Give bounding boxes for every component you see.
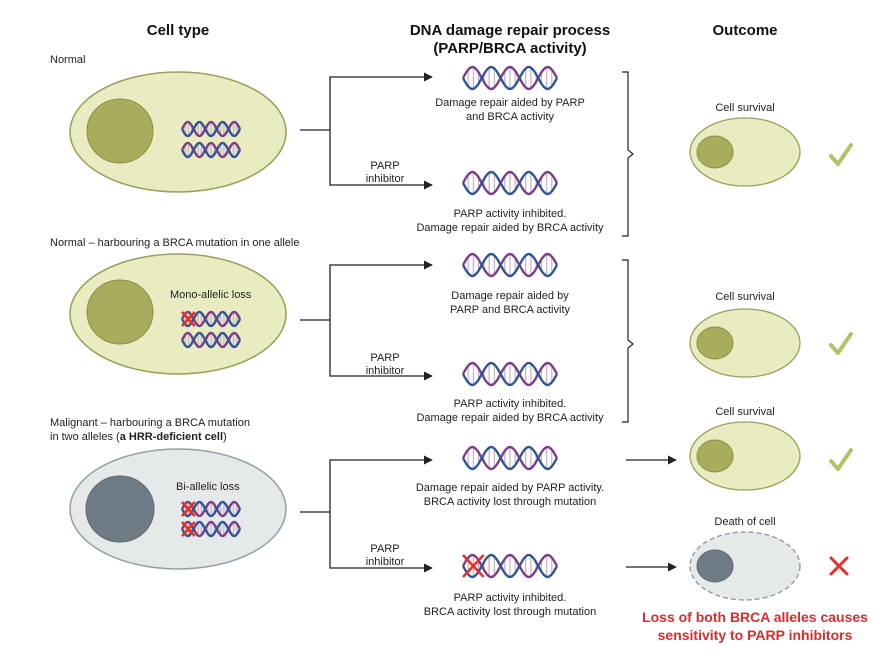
- dna-icon: [461, 361, 559, 387]
- caption-line: BRCA activity lost through mutation: [423, 606, 597, 618]
- dna-strand: [180, 141, 242, 159]
- outcome-cell-2: [689, 308, 801, 378]
- branch-lines: [300, 72, 677, 573]
- cell-mono-text: Mono-allelic loss: [170, 289, 252, 301]
- outcome-cell-3: [689, 421, 801, 491]
- dna-strand: [461, 361, 559, 387]
- caption-normal-top: Damage repair aided by PARP and BRCA act…: [400, 96, 620, 124]
- parp-line: inhibitor: [365, 365, 405, 377]
- cell-normal: [69, 71, 287, 193]
- dna-icon: [180, 310, 242, 328]
- dna-strand: [461, 252, 559, 278]
- dna-icon: [461, 445, 559, 471]
- dna-strand: [461, 170, 559, 196]
- mutation-mark: [181, 311, 196, 327]
- brackets: [622, 71, 634, 423]
- dna-strand: [461, 65, 559, 91]
- row-label-malignant: Malignant – harbouring a BRCA mutation i…: [50, 416, 250, 444]
- parp-line: inhibitor: [365, 556, 405, 568]
- caption-line: PARP activity inhibited.: [453, 398, 567, 410]
- label-pre: in two alleles (: [50, 431, 120, 443]
- parp-line: PARP: [370, 543, 400, 555]
- caption-malignant-bottom: PARP activity inhibited. BRCA activity l…: [400, 591, 620, 619]
- outcome-cell-dead: [689, 531, 801, 601]
- sensitivity-note: Loss of both BRCA alleles causes sensiti…: [630, 608, 880, 644]
- header-process: DNA damage repair process (PARP/BRCA act…: [395, 22, 625, 58]
- dna-icon: [180, 120, 242, 138]
- dna-icon: [180, 141, 242, 159]
- dna-strand: [180, 331, 242, 349]
- dna-strand: [461, 445, 559, 471]
- cell-mono: [69, 253, 287, 375]
- parp-label-3: PARP inhibitor: [363, 543, 407, 569]
- label-post: ): [223, 431, 227, 443]
- cell-malignant-text: Bi-allelic loss: [176, 481, 240, 493]
- check-icon: [829, 448, 853, 471]
- dna-strand: [461, 170, 559, 196]
- dna-strand: [461, 252, 559, 278]
- dna-strand: [180, 141, 242, 159]
- caption-mono-top: Damage repair aided by PARP and BRCA act…: [400, 289, 620, 317]
- row-label-malignant-line2: in two alleles (a HRR-deficient cell): [50, 430, 250, 444]
- caption-line: PARP activity inhibited.: [453, 592, 567, 604]
- caption-line: Damage repair aided by PARP: [435, 97, 585, 109]
- dna-icon: [461, 252, 559, 278]
- dna-icon: [461, 65, 559, 91]
- dna-strand: [180, 120, 242, 138]
- dna-strand: [461, 361, 559, 387]
- dna-icon: [461, 170, 559, 196]
- mutation-mark: [181, 501, 196, 517]
- dna-icon: [180, 520, 242, 538]
- note-line: Loss of both BRCA alleles causes: [642, 609, 868, 625]
- mutation-mark: [181, 521, 196, 537]
- label-bold: a HRR-deficient cell: [119, 431, 224, 443]
- dna-icon: [461, 553, 559, 579]
- header-process-line2: (PARP/BRCA activity): [433, 40, 587, 57]
- outcome-cell-1: [689, 117, 801, 187]
- caption-line: Damage repair aided by BRCA activity: [416, 222, 604, 234]
- dna-strand: [180, 331, 242, 349]
- caption-line: Damage repair aided by PARP activity.: [415, 482, 605, 494]
- parp-line: PARP: [370, 352, 400, 364]
- parp-line: PARP: [370, 160, 400, 172]
- note-line: sensitivity to PARP inhibitors: [657, 627, 853, 643]
- parp-line: inhibitor: [365, 173, 405, 185]
- outcome-label-3: Cell survival: [715, 406, 775, 418]
- header-outcome: Outcome: [712, 22, 778, 39]
- check-icon: [829, 332, 853, 355]
- caption-line: and BRCA activity: [465, 111, 555, 123]
- header-process-line1: DNA damage repair process: [409, 22, 611, 39]
- dna-strand: [461, 65, 559, 91]
- row-label-mono: Normal – harbouring a BRCA mutation in o…: [50, 237, 300, 249]
- caption-normal-bottom: PARP activity inhibited. Damage repair a…: [400, 207, 620, 235]
- dna-strand: [180, 120, 242, 138]
- caption-line: Damage repair aided by BRCA activity: [416, 412, 604, 424]
- caption-line: Damage repair aided by: [451, 290, 569, 302]
- caption-line: BRCA activity lost through mutation: [423, 496, 597, 508]
- outcome-label-2: Cell survival: [715, 291, 775, 303]
- outcome-label-1: Cell survival: [715, 102, 775, 114]
- caption-line: PARP and BRCA activity: [449, 304, 571, 316]
- caption-malignant-top: Damage repair aided by PARP activity. BR…: [390, 481, 630, 509]
- caption-mono-bottom: PARP activity inhibited. Damage repair a…: [400, 397, 620, 425]
- cell-malignant: [69, 448, 287, 570]
- row-label-normal: Normal: [50, 54, 86, 66]
- cross-icon: [829, 556, 849, 576]
- caption-line: PARP activity inhibited.: [453, 208, 567, 220]
- dna-icon: [180, 500, 242, 518]
- dna-icon: [180, 331, 242, 349]
- outcome-label-4: Death of cell: [714, 516, 776, 528]
- check-icon: [829, 143, 853, 166]
- row-label-malignant-line1: Malignant – harbouring a BRCA mutation: [50, 417, 250, 429]
- parp-label-2: PARP inhibitor: [363, 352, 407, 378]
- mutation-mark: [462, 554, 485, 578]
- parp-label-1: PARP inhibitor: [363, 160, 407, 186]
- header-cell-type: Cell type: [146, 22, 210, 39]
- dna-strand: [461, 445, 559, 471]
